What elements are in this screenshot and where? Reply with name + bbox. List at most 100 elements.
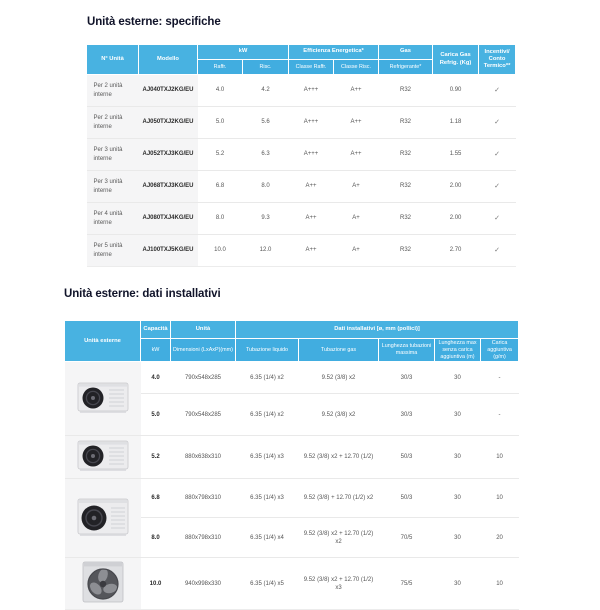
col-header-classe-risc: Classe Risc.	[333, 59, 380, 75]
spec-table-row: Per 5 unità interne AJ100TXJ5KG/EU 10.0 …	[86, 234, 516, 267]
cell-classe-risc: A+	[333, 202, 379, 235]
col-header-carica-gas: Carica Gas Refrig. (Kg)	[432, 44, 480, 75]
cell-classe-risc: A++	[333, 138, 379, 171]
outdoor-unit-large-image	[80, 560, 126, 604]
cell-modello: AJ100TXJ5KG/EU	[138, 234, 198, 267]
install-table-row: 8.0 880x798x310 6.35 (1/4) x4 9.52 (3/8)…	[65, 517, 519, 558]
col-header-kw-risc: Risc.	[241, 59, 290, 75]
cell-carica-aggiuntiva: -	[480, 393, 519, 436]
install-table-row: 4.0 790x548x285 6.35 (1/4) x2 9.52 (3/8)…	[65, 362, 519, 413]
cell-lunghezza-massima: 50/3	[378, 478, 435, 518]
cell-classe-raffr: A++	[288, 202, 334, 235]
cell-tubazione-gas: 9.52 (3/8) + 12.70 (1/2) x2	[298, 478, 379, 518]
cell-kw: 8.0	[140, 517, 171, 558]
spec-table-row: Per 3 unità interne AJ068TXJ3KG/EU 6.8 8…	[86, 170, 516, 203]
col-group-unita: Unità	[170, 320, 236, 339]
cell-dimensioni: 880x798x310	[170, 478, 236, 518]
install-table-row: 5.0 790x548x285 6.35 (1/4) x2 9.52 (3/8)…	[65, 393, 519, 436]
cell-tubazione-liquido: 6.35 (1/4) x2	[250, 374, 284, 381]
cell-lunghezza-senza-carica: 30	[434, 393, 481, 436]
unit-image-cell	[65, 362, 141, 436]
cell-tubazione-liquido: 6.35 (1/4) x2	[235, 393, 299, 436]
cell-carica-aggiuntiva: 10	[480, 478, 519, 518]
cell-lunghezza-massima: 75/5	[378, 557, 435, 610]
col-group-efficienza-energetica: Efficienza Energetica*	[288, 44, 380, 60]
cell-tubazione-gas: 9.52 (3/8) x2 + 12.70 (1/2)	[298, 435, 379, 479]
cell-lunghezza-massima: 50/3	[378, 435, 435, 479]
cell-gas: R32	[378, 170, 433, 203]
cell-carica-kg: 2.00	[432, 202, 479, 235]
cell-kw-raffr: 8.0	[197, 202, 243, 235]
cell-kw-raffr: 5.0	[197, 106, 243, 139]
cell-lunghezza-senza-carica: 30	[434, 517, 481, 558]
spec-table-row: Per 4 unità interne AJ080TXJ4KG/EU 8.0 9…	[86, 202, 516, 235]
checkmark-icon: ✓	[478, 138, 516, 171]
cell-n-unita: Per 3 unità interne	[86, 170, 139, 203]
cell-kw-raffr: 5.2	[197, 138, 243, 171]
cell-kw-risc: 5.6	[242, 106, 289, 139]
cell-tubazione-gas: 9.52 (3/8) x2	[298, 393, 379, 436]
cell-classe-raffr: A++	[288, 170, 334, 203]
cell-lunghezza-massima: 30/3	[400, 374, 413, 381]
cell-modello: AJ050TXJ2KG/EU	[138, 106, 198, 139]
spec-table: N° Unità Modello kW Efficienza Energetic…	[86, 44, 517, 267]
cell-gas: R32	[378, 202, 433, 235]
cell-tubazione-liquido: 6.35 (1/4) x5	[235, 557, 299, 610]
cell-modello: AJ052TXJ3KG/EU	[138, 138, 198, 171]
cell-kw: 5.2	[140, 435, 171, 479]
cell-carica-aggiuntiva: 10	[480, 435, 519, 479]
cell-lunghezza-senza-carica: 30	[454, 374, 461, 381]
col-header-kw-raffr: Raffr.	[197, 59, 243, 75]
cell-dimensioni: 940x998x330	[170, 557, 236, 610]
col-header-carica-aggiuntiva: Carica aggiuntiva (g/m)	[479, 337, 520, 363]
cell-kw: 4.0	[151, 374, 160, 381]
col-header-tubazione-liquido: Tubazione liquido	[235, 337, 299, 363]
cell-classe-raffr: A+++	[288, 106, 334, 139]
cell-n-unita: Per 3 unità interne	[86, 138, 139, 171]
cell-gas: R32	[378, 138, 433, 171]
outdoor-unit-mid-image	[76, 496, 130, 538]
col-header-n-unita: N° Unità	[86, 44, 139, 75]
cell-n-unita: Per 2 unità interne	[93, 83, 123, 98]
cell-kw-risc: 6.3	[242, 138, 289, 171]
col-header-lunghezza-senza-carica: Lunghezza max senza carica aggiuntiva (m…	[434, 337, 481, 363]
install-table-row: 5.2 880x638x310 6.35 (1/4) x3 9.52 (3/8)…	[64, 435, 519, 479]
cell-kw-risc: 4.2	[261, 87, 270, 94]
install-table-row: 10.0 940x998x330 6.35 (1/4) x5 9.52 (3/8…	[64, 557, 519, 610]
cell-lunghezza-massima: 70/5	[378, 517, 435, 558]
cell-kw-raffr: 10.0	[197, 234, 243, 267]
cell-classe-risc: A++	[350, 87, 362, 94]
unit-image-cell	[64, 435, 141, 479]
col-header-kw: kW	[140, 337, 171, 363]
checkmark-icon: ✓	[478, 106, 516, 139]
cell-n-unita: Per 4 unità interne	[86, 202, 139, 235]
cell-modello: AJ080TXJ4KG/EU	[138, 202, 198, 235]
cell-tubazione-liquido: 6.35 (1/4) x3	[235, 435, 299, 479]
col-header-lunghezza-massima: Lunghezza tubazioni massima	[378, 337, 435, 363]
unit-image-cell	[64, 478, 141, 558]
cell-classe-raffr: A+++	[303, 87, 319, 94]
outdoor-unit-compact-image	[76, 438, 130, 473]
page-title-dati-installativi: Unità esterne: dati installativi	[64, 288, 221, 300]
cell-classe-risc: A+	[333, 234, 379, 267]
cell-tubazione-gas: 9.52 (3/8) x2	[321, 374, 356, 381]
cell-dimensioni: 790x548x285	[184, 374, 222, 381]
col-header-incentivi: Incentivi/ Conto Termico**	[478, 44, 517, 75]
cell-classe-risc: A+	[333, 170, 379, 203]
install-table: Unità esterne Capacità Unità Dati instal…	[64, 319, 520, 610]
spec-table-row: Per 2 unità interne AJ050TXJ2KG/EU 5.0 5…	[86, 106, 516, 139]
page-title-specifiche: Unità esterne: specifiche	[87, 16, 221, 28]
cell-dimensioni: 790x548x285	[170, 393, 236, 436]
cell-gas: R32	[378, 234, 433, 267]
cell-carica-aggiuntiva: 10	[480, 557, 519, 610]
cell-carica-kg: 1.55	[432, 138, 479, 171]
cell-kw-risc: 12.0	[242, 234, 289, 267]
cell-n-unita: Per 5 unità interne	[86, 234, 139, 267]
cell-kw: 10.0	[140, 557, 171, 610]
spec-table-row: Per 3 unità interne AJ052TXJ3KG/EU 5.2 6…	[86, 138, 516, 171]
cell-carica-kg: 0.90	[449, 87, 462, 94]
cell-classe-raffr: A+++	[288, 138, 334, 171]
col-group-kw: kW	[196, 44, 290, 60]
checkmark-icon: ✓	[478, 170, 516, 203]
cell-kw: 5.0	[140, 393, 171, 436]
